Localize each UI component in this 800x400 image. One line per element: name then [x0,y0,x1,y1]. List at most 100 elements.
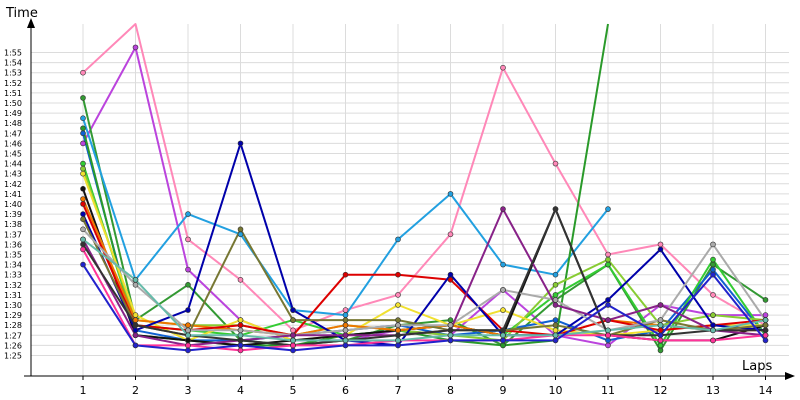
x-tick-label: 10 [549,384,563,397]
y-tick-label: 1:46 [4,139,22,148]
series-5-point [710,266,716,273]
series-18-point [762,332,769,339]
series-20-point [657,332,664,339]
series-18-point [290,342,296,349]
series-8-point [80,165,86,172]
series-19-point [605,327,611,334]
series-7-point [552,292,559,298]
y-tick-label: 1:54 [4,59,22,68]
x-tick-label: 3 [185,384,192,397]
series-16-point [290,332,296,339]
series-2-point [132,44,139,51]
series-3-point [710,261,716,268]
series-3-point [447,317,454,323]
series-7-point [657,342,664,349]
y-tick-label: 1:27 [4,331,22,340]
series-line-2 [82,46,766,347]
x-tick-label: 12 [654,384,668,397]
series-19-point [447,332,454,339]
series-12-point [395,271,401,278]
series-1-point [500,64,506,71]
series-13-point [290,307,296,313]
series-13-point [447,271,454,278]
series-9-point [132,312,139,318]
series-13-point [657,246,664,253]
series-3-point [657,347,664,354]
series-13-point [80,211,86,217]
series-15-point [395,322,401,329]
x-tick-labels: 1 2 3 4 5 6 7 8 9 10 11 12 13 14 [80,384,773,397]
series-20-point [552,337,559,344]
series-16-point [500,206,506,212]
series-1-point [552,160,559,167]
series-4-point [447,191,454,197]
series-7-point [710,256,716,263]
series-line-1 [82,23,766,332]
series-1-point [342,307,349,313]
series-13-point [185,307,191,313]
y-tick-label: 1:44 [4,160,22,169]
y-tick-label: 1:52 [4,79,22,88]
series-15-point [132,281,139,288]
series-14-point [342,317,349,323]
series-18-point [80,246,86,253]
series-19-point [762,317,769,323]
series-3-point [762,297,769,303]
series-15-point [710,241,716,248]
y-tick-label: 1:31 [4,291,22,300]
y-tick-label: 1:25 [4,352,22,361]
series-4-point [185,211,191,217]
series-19-point [657,322,664,329]
series-8-point [605,256,611,263]
series-17-point [500,327,506,334]
series-14-point [290,317,296,323]
y-tick-label: 1:39 [4,210,22,219]
series-16-point [552,302,559,308]
series-18-point [657,337,664,344]
series-19-point [395,337,401,344]
series-1-point [447,231,454,238]
x-tick-label: 13 [706,384,720,397]
series-15-point [552,297,559,303]
series-line-15 [82,228,767,337]
series-16-point [657,302,664,308]
series-4-point [500,261,506,268]
series-9-point [395,302,401,308]
series-20-point [605,302,611,308]
y-tick-label: 1:36 [4,240,22,249]
series-1-point [290,327,296,334]
series-1-point [185,236,191,243]
x-tick-label: 2 [132,384,139,397]
series-9-point [500,307,506,313]
series-17-point [80,241,86,248]
series-19-point [290,337,296,344]
series-15-point [342,327,349,334]
y-tick-label: 1:42 [4,180,22,189]
series-15-point [500,287,506,293]
series-points [80,44,769,354]
series-19-point [552,332,559,339]
series-19-point [342,337,349,344]
series-15-point [657,317,664,323]
series-14-point [552,322,559,329]
y-tick-label: 1:43 [4,170,22,179]
series-10-point [185,337,191,344]
series-4-point [552,271,559,278]
series-4-point [80,115,86,121]
series-12-point [657,327,664,334]
series-5-point [80,130,86,137]
x-axis-title: Laps [742,359,772,374]
series-18-point [605,332,611,339]
series-16-point [132,332,139,339]
series-6-point [500,342,506,349]
series-lines [82,23,767,352]
series-13-point [132,327,139,334]
series-15-point [447,322,454,329]
y-tick-label: 1:45 [4,150,22,159]
series-line-13 [82,142,766,347]
series-1-point [710,292,716,298]
series-line-18 [82,248,766,352]
series-2-point [605,342,611,349]
series-7-point [605,261,611,268]
series-14-point [237,226,244,233]
